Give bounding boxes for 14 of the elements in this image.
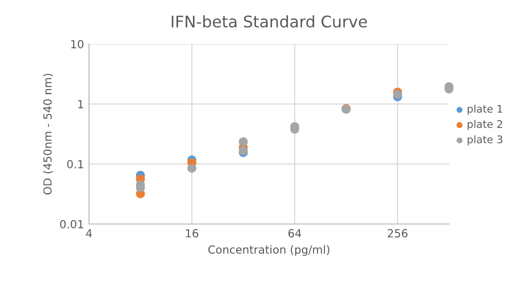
x-axis-title: Concentration (pg/ml) xyxy=(208,245,330,256)
chart-title: IFN-beta Standard Curve xyxy=(172,15,367,28)
y-tick-label: 0.1 xyxy=(67,160,84,168)
legend-label: plate 1 xyxy=(468,104,502,115)
x-tick-label: 64 xyxy=(288,229,302,238)
x-tick-label: 16 xyxy=(186,229,198,238)
y-tick-label: 1 xyxy=(78,100,84,108)
y-tick-label: 10 xyxy=(71,40,84,48)
x-tick-label: 4 xyxy=(86,229,92,238)
x-tick-label: 256 xyxy=(388,229,408,238)
y-tick-label: 0.01 xyxy=(60,220,84,228)
legend-label: plate 3 xyxy=(468,135,502,146)
legend-label: plate 2 xyxy=(468,120,502,130)
y-axis-title: OD (450nm - 540 nm) xyxy=(43,74,53,195)
